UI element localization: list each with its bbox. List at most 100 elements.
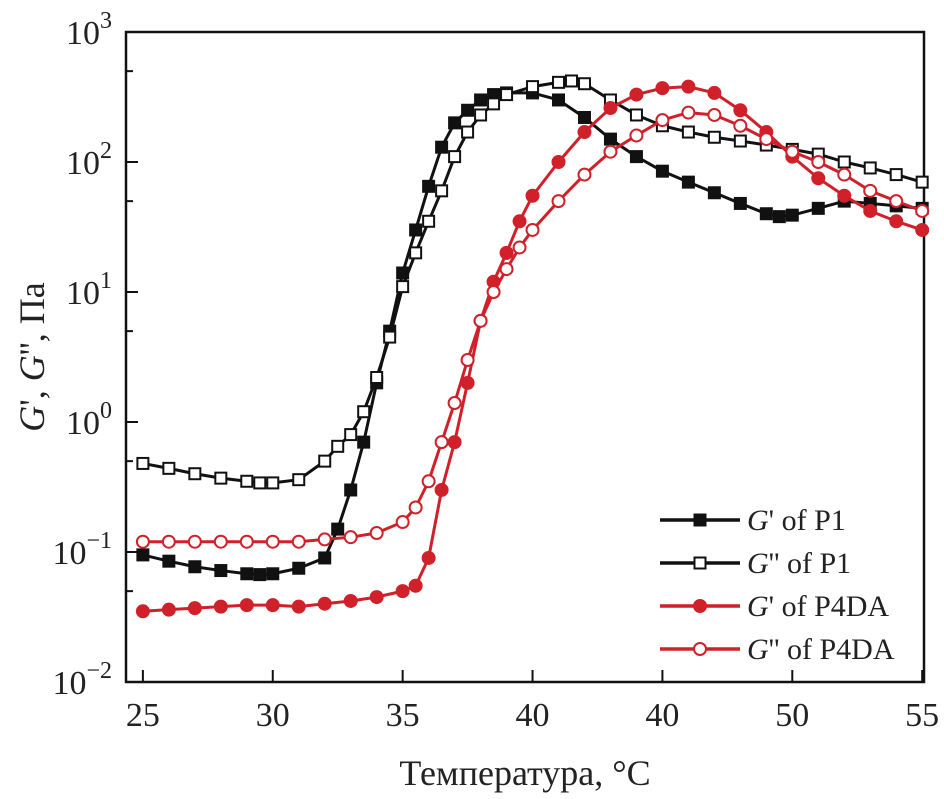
data-point: [460, 352, 475, 367]
data-point: [240, 474, 254, 488]
data-point: [733, 103, 748, 118]
y-title-g1: G: [12, 406, 52, 432]
data-point: [422, 179, 436, 193]
legend: G' of P1 G'' of P1 G' of P4DA G'' of P4DA: [660, 504, 895, 666]
data-point: [409, 223, 423, 237]
data-point: [603, 144, 618, 159]
data-point: [474, 93, 488, 107]
data-point: [733, 134, 747, 148]
data-point: [266, 567, 280, 581]
data-point: [162, 461, 176, 475]
data-point: [811, 171, 826, 186]
data-point: [499, 262, 514, 277]
data-point: [188, 467, 202, 481]
data-point: [525, 222, 540, 237]
data-point: [265, 534, 280, 549]
data-point: [863, 183, 878, 198]
data-point: [564, 74, 578, 88]
data-point: [577, 167, 592, 182]
data-point: [461, 125, 475, 139]
legend-marker: [693, 556, 707, 570]
x-axis-title: Температура, °С: [399, 753, 650, 793]
data-point: [162, 554, 176, 568]
legend-marker: [693, 642, 707, 656]
legend-label: G'' of P1: [747, 547, 851, 580]
data-point: [473, 313, 488, 328]
data-point: [317, 532, 332, 547]
data-point: [343, 530, 358, 545]
data-point: [915, 175, 929, 189]
y-title-g2: G: [12, 355, 52, 381]
data-point: [253, 476, 267, 490]
data-point: [577, 77, 591, 91]
data-point: [889, 194, 904, 209]
legend-label: G' of P4DA: [747, 590, 889, 623]
data-point: [409, 246, 423, 260]
series-layer: [135, 74, 930, 619]
data-point: [837, 155, 851, 169]
data-point: [265, 598, 280, 613]
data-point: [135, 534, 150, 549]
data-point: [486, 285, 501, 299]
data-point: [629, 87, 644, 102]
data-point: [369, 526, 384, 541]
y-tick-label: 102: [66, 138, 112, 182]
data-point: [681, 125, 695, 139]
legend-marker: [693, 513, 707, 527]
data-point: [318, 454, 332, 468]
data-point: [240, 567, 254, 581]
plot-frame: [124, 30, 926, 684]
data-point: [707, 186, 721, 200]
data-point: [707, 85, 722, 100]
y-tick-label: 101: [66, 268, 112, 312]
data-point: [421, 550, 436, 565]
data-point: [863, 203, 878, 218]
x-tick-label: 40: [516, 697, 550, 734]
data-point: [213, 534, 228, 549]
data-point: [785, 144, 800, 159]
x-tick-label: 30: [256, 697, 290, 734]
y-title-p2: '',: [12, 324, 52, 355]
data-point: [474, 108, 488, 122]
data-point: [434, 482, 449, 497]
data-point: [343, 593, 358, 608]
data-point: [395, 584, 410, 599]
y-title-p1: ',: [12, 381, 52, 406]
data-point: [213, 599, 228, 614]
data-point: [863, 161, 877, 175]
legend-item-2: G' of P4DA: [660, 590, 889, 623]
data-point: [681, 79, 696, 94]
data-point: [344, 428, 358, 442]
data-point: [759, 207, 773, 221]
data-point: [408, 578, 423, 593]
y-tick-label: 10−1: [52, 528, 112, 572]
data-point: [759, 132, 774, 147]
data-point: [889, 168, 903, 182]
data-point: [187, 601, 202, 616]
data-point: [357, 405, 371, 419]
x-tick-label: 35: [386, 697, 420, 734]
data-point: [161, 534, 176, 549]
legend-marker: [693, 599, 707, 613]
data-point: [655, 164, 669, 178]
x-tick-label: 25: [126, 697, 160, 734]
data-point: [707, 130, 721, 144]
data-point: [408, 500, 423, 515]
data-point: [487, 97, 501, 111]
data-point: [655, 113, 670, 128]
data-point: [435, 184, 449, 198]
data-point: [292, 561, 306, 575]
data-point: [214, 564, 228, 578]
legend-label: G'' of P4DA: [747, 633, 895, 666]
data-point: [512, 214, 527, 229]
data-point: [551, 155, 566, 169]
series-line: [142, 91, 923, 577]
y-tick-label: 10−2: [52, 658, 112, 702]
data-point: [370, 370, 384, 384]
data-point: [253, 568, 267, 582]
data-point: [772, 210, 786, 224]
data-point: [421, 474, 436, 489]
data-point: [318, 551, 332, 565]
legend-item-0: G' of P1: [660, 504, 846, 537]
data-point: [500, 88, 514, 102]
